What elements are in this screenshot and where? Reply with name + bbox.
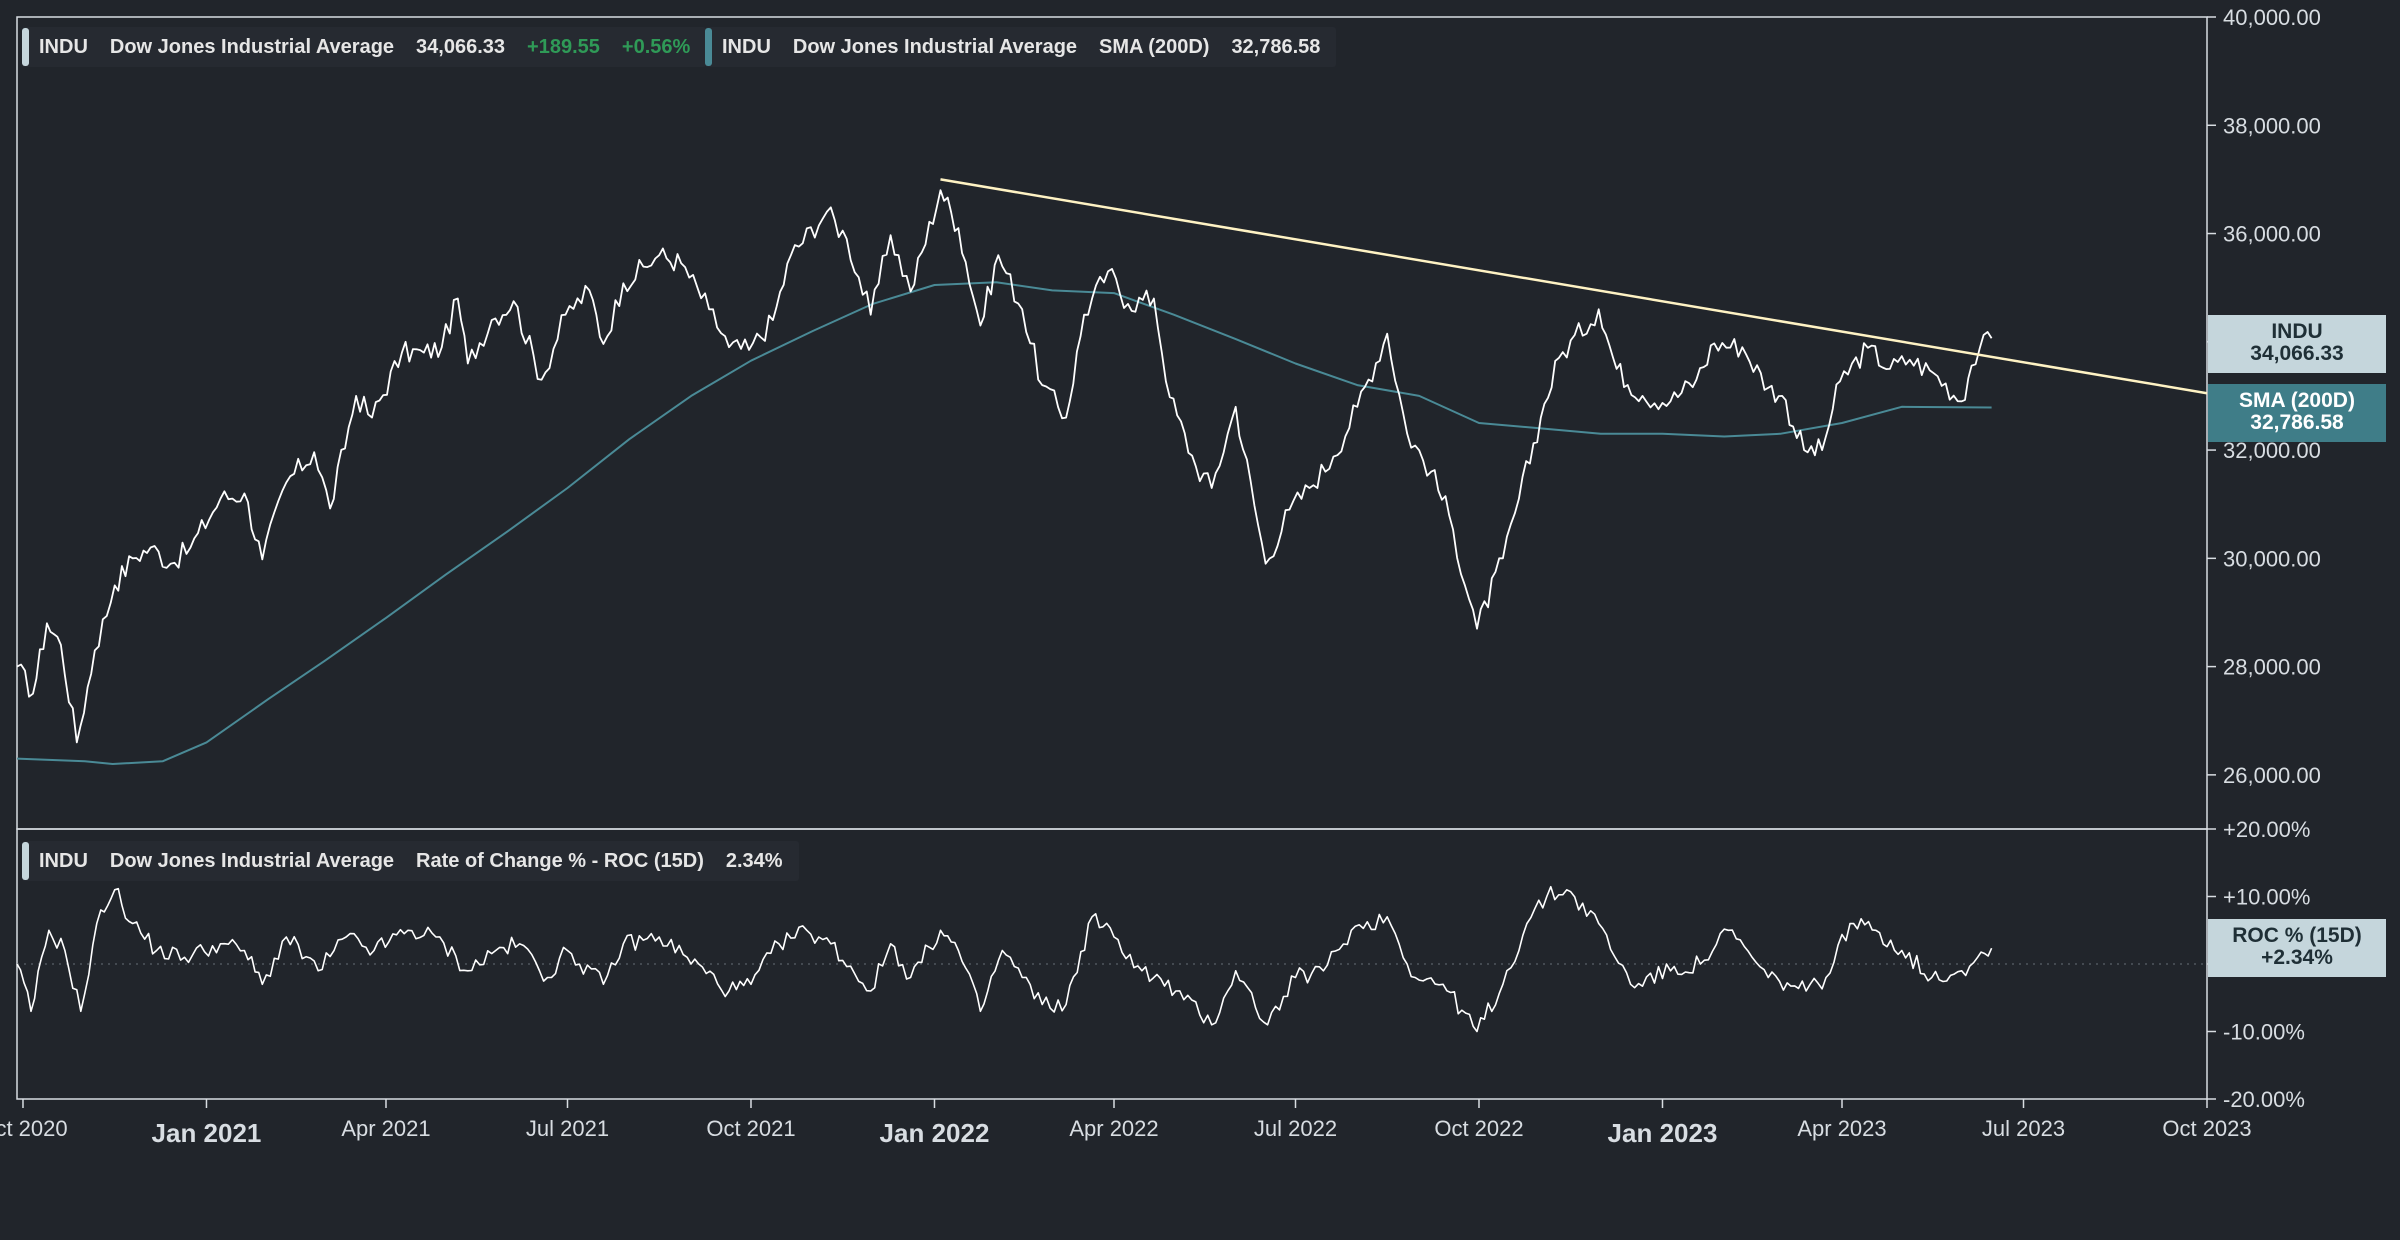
- price-y-tick-label: 28,000.00: [2223, 655, 2321, 680]
- roc-15d-line: [16, 885, 1993, 1033]
- roc-legend-swatch: [22, 842, 29, 880]
- x-tick-label: Jul 2021: [526, 1116, 609, 1141]
- x-tick-label: Oct 2021: [706, 1116, 795, 1141]
- x-tick-label: Jan 2021: [152, 1118, 262, 1148]
- roc-tag-label: ROC % (15D): [2232, 924, 2362, 947]
- roc-value-tag: ROC % (15D) +2.34%: [2208, 919, 2386, 977]
- price-legend-last: 34,066.33: [416, 35, 506, 58]
- sma-legend-swatch: [705, 28, 712, 66]
- x-tick-label: Jan 2022: [880, 1118, 990, 1148]
- roc-tag-value: +2.34%: [2261, 946, 2333, 969]
- sma-200d-line: [16, 281, 1992, 765]
- roc-legend-value: 2.34%: [725, 849, 783, 872]
- roc-y-tick-label: +10.00%: [2223, 885, 2310, 910]
- price-legend-change-pct: +0.56%: [621, 35, 691, 58]
- sma-legend-symbol: INDU: [722, 35, 771, 58]
- price-tag-value: 34,066.33: [2250, 342, 2344, 365]
- roc-legend[interactable]: INDU Dow Jones Industrial Average Rate o…: [22, 841, 799, 881]
- roc-legend-indicator: Rate of Change % - ROC (15D): [416, 849, 704, 872]
- roc-y-tick-label: +20.00%: [2223, 817, 2310, 842]
- x-tick-label: Jan 2023: [1608, 1118, 1718, 1148]
- roc-legend-name: Dow Jones Industrial Average: [109, 849, 395, 872]
- price-legend[interactable]: INDU Dow Jones Industrial Average 34,066…: [22, 27, 707, 67]
- sma-legend-indicator: SMA (200D): [1099, 35, 1210, 58]
- price-legend-change: +189.55: [527, 35, 600, 58]
- x-tick-label: Oct 2023: [2162, 1116, 2251, 1141]
- price-legend-name: Dow Jones Industrial Average: [109, 35, 395, 58]
- indu-price-line: [16, 189, 1993, 744]
- price-tag-label: INDU: [2271, 320, 2323, 343]
- roc-y-tick-label: -10.00%: [2223, 1020, 2305, 1045]
- x-tick-label: Oct 2022: [1434, 1116, 1523, 1141]
- sma-tag-label: SMA (200D): [2239, 389, 2355, 412]
- price-y-tick-label: 26,000.00: [2223, 763, 2321, 788]
- x-tick-label: Apr 2023: [1797, 1116, 1886, 1141]
- sma-legend-name: Dow Jones Industrial Average: [792, 35, 1078, 58]
- price-y-tick-label: 32,000.00: [2223, 438, 2321, 463]
- roc-y-tick-label: -20.00%: [2223, 1087, 2305, 1112]
- x-tick-label: Jul 2022: [1254, 1116, 1337, 1141]
- x-tick-label: Apr 2021: [341, 1116, 430, 1141]
- price-y-tick-label: 40,000.00: [2223, 5, 2321, 30]
- price-value-tag: INDU 34,066.33: [2208, 315, 2386, 373]
- price-y-axis: 26,000.0028,000.0030,000.0032,000.0034,0…: [2207, 5, 2321, 788]
- price-legend-swatch: [22, 28, 29, 66]
- price-y-tick-label: 30,000.00: [2223, 546, 2321, 571]
- sma-tag-value: 32,786.58: [2250, 411, 2344, 434]
- x-tick-label: Oct 2020: [0, 1116, 68, 1141]
- sma-value-tag: SMA (200D) 32,786.58: [2208, 384, 2386, 442]
- x-tick-label: Apr 2022: [1069, 1116, 1158, 1141]
- price-y-tick-label: 38,000.00: [2223, 113, 2321, 138]
- trendline[interactable]: [940, 178, 2208, 395]
- price-panel-frame: [16, 16, 2208, 830]
- date-x-axis: Oct 2020 Jan 2021 Apr 2021 Jul 2021 Oct 2021…: [0, 1099, 2252, 1148]
- x-tick-label: Jul 2023: [1982, 1116, 2065, 1141]
- roc-legend-symbol: INDU: [39, 849, 88, 872]
- sma-legend[interactable]: INDU Dow Jones Industrial Average SMA (2…: [705, 27, 1337, 67]
- price-y-tick-label: 36,000.00: [2223, 222, 2321, 247]
- price-legend-symbol: INDU: [39, 35, 88, 58]
- sma-legend-value: 32,786.58: [1231, 35, 1321, 58]
